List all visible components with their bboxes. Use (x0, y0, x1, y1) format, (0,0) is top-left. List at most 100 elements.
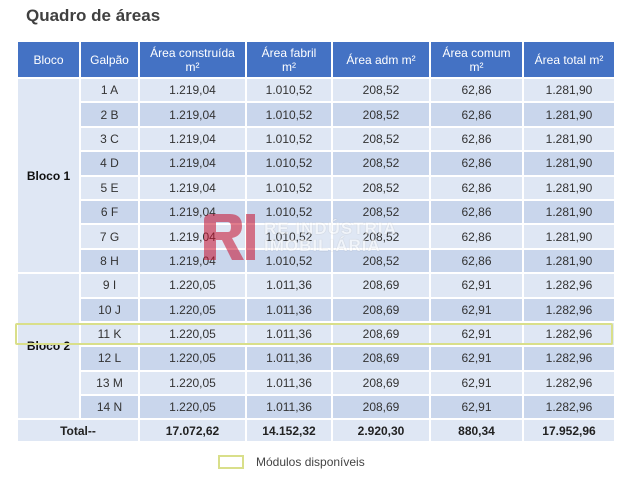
area-cell: 62,91 (431, 298, 522, 321)
galpao-cell: 7 G (81, 225, 138, 248)
header-area-total: Área total m² (524, 42, 614, 77)
area-cell: 208,69 (333, 298, 429, 321)
area-cell: 208,69 (333, 347, 429, 370)
header-area-comum: Área comum m² (431, 42, 522, 77)
area-cell: 208,52 (333, 200, 429, 224)
area-cell: 62,86 (431, 127, 522, 151)
areas-table: Bloco Galpão Área construída m² Área fabr… (16, 40, 616, 443)
area-cell: 62,86 (431, 225, 522, 248)
table-row: 11 K 1.220,05 1.011,36 208,69 62,91 1.282,96 (18, 322, 614, 346)
area-cell: 208,52 (333, 127, 429, 151)
galpao-cell: 13 M (81, 371, 138, 395)
area-cell: 1.281,90 (524, 225, 614, 248)
area-cell: 208,52 (333, 103, 429, 126)
area-cell: 1.010,52 (247, 200, 331, 224)
area-cell: 1.282,96 (524, 371, 614, 395)
page-title: Quadro de áreas (26, 6, 161, 25)
area-cell: 1.220,05 (140, 347, 245, 370)
table-row: 10 J 1.220,05 1.011,36 208,69 62,91 1.282,96 (18, 298, 614, 321)
table-row: 6 F 1.219,04 1.010,52 208,52 62,86 1.281,90 (18, 200, 614, 224)
area-cell: 208,69 (333, 396, 429, 419)
area-cell: 1.281,90 (524, 79, 614, 102)
area-cell: 62,86 (431, 176, 522, 199)
area-cell: 1.219,04 (140, 152, 245, 175)
area-cell: 1.010,52 (247, 225, 331, 248)
area-cell: 208,69 (333, 322, 429, 346)
area-cell: 1.220,05 (140, 322, 245, 346)
area-cell: 62,91 (431, 322, 522, 346)
galpao-cell: 10 J (81, 298, 138, 321)
area-cell: 1.011,36 (247, 347, 331, 370)
area-cell: 1.282,96 (524, 322, 614, 346)
area-cell: 1.220,05 (140, 274, 245, 297)
area-cell: 62,86 (431, 200, 522, 224)
area-cell: 1.219,04 (140, 103, 245, 126)
area-cell: 1.010,52 (247, 176, 331, 199)
table-row: 3 C 1.219,04 1.010,52 208,52 62,86 1.281,90 (18, 127, 614, 151)
total-row: Total-- 17.072,62 14.152,32 2.920,30 880… (18, 420, 614, 442)
total-label: Total-- (18, 420, 138, 442)
area-cell: 208,52 (333, 249, 429, 273)
galpao-cell: 11 K (81, 322, 138, 346)
table-row: 8 H 1.219,04 1.010,52 208,52 62,86 1.281,90 (18, 249, 614, 273)
area-cell: 1.281,90 (524, 152, 614, 175)
area-cell: 62,91 (431, 396, 522, 419)
area-cell: 1.011,36 (247, 322, 331, 346)
galpao-cell: 5 E (81, 176, 138, 199)
header-galpao: Galpão (81, 42, 138, 77)
area-cell: 1.010,52 (247, 249, 331, 273)
legend-swatch (218, 455, 244, 469)
area-cell: 1.281,90 (524, 127, 614, 151)
area-cell: 1.010,52 (247, 103, 331, 126)
galpao-cell: 8 H (81, 249, 138, 273)
legend: Módulos disponíveis (218, 455, 365, 469)
area-cell: 1.282,96 (524, 396, 614, 419)
bloco-cell: Bloco 1 (18, 79, 79, 273)
header-bloco: Bloco (18, 42, 79, 77)
header-area-adm: Área adm m² (333, 42, 429, 77)
bloco-cell: Bloco 2 (18, 274, 79, 419)
area-cell: 1.281,90 (524, 200, 614, 224)
header-area-construida: Área construída m² (140, 42, 245, 77)
table-row: 14 N 1.220,05 1.011,36 208,69 62,91 1.282,96 (18, 396, 614, 419)
area-cell: 208,52 (333, 152, 429, 175)
area-cell: 208,52 (333, 176, 429, 199)
area-cell: 1.219,04 (140, 127, 245, 151)
area-cell: 1.281,90 (524, 176, 614, 199)
galpao-cell: 9 I (81, 274, 138, 297)
table-row: 5 E 1.219,04 1.010,52 208,52 62,86 1.281,90 (18, 176, 614, 199)
area-cell: 1.219,04 (140, 200, 245, 224)
area-cell: 208,52 (333, 225, 429, 248)
area-cell: 1.011,36 (247, 396, 331, 419)
area-cell: 62,86 (431, 103, 522, 126)
area-cell: 1.011,36 (247, 371, 331, 395)
galpao-cell: 2 B (81, 103, 138, 126)
galpao-cell: 12 L (81, 347, 138, 370)
area-cell: 1.219,04 (140, 225, 245, 248)
area-cell: 62,86 (431, 249, 522, 273)
total-cell: 880,34 (431, 420, 522, 442)
galpao-cell: 4 D (81, 152, 138, 175)
area-cell: 62,86 (431, 152, 522, 175)
galpao-cell: 1 A (81, 79, 138, 102)
area-cell: 1.011,36 (247, 274, 331, 297)
area-cell: 62,86 (431, 79, 522, 102)
area-cell: 208,69 (333, 274, 429, 297)
galpao-cell: 3 C (81, 127, 138, 151)
table-row: 12 L 1.220,05 1.011,36 208,69 62,91 1.282,96 (18, 347, 614, 370)
table-row: 7 G 1.219,04 1.010,52 208,52 62,86 1.281,90 (18, 225, 614, 248)
area-cell: 1.220,05 (140, 396, 245, 419)
legend-label: Módulos disponíveis (256, 455, 365, 469)
area-cell: 62,91 (431, 347, 522, 370)
area-cell: 1.010,52 (247, 79, 331, 102)
area-cell: 1.010,52 (247, 152, 331, 175)
total-cell: 17.072,62 (140, 420, 245, 442)
area-cell: 1.220,05 (140, 371, 245, 395)
area-cell: 1.281,90 (524, 103, 614, 126)
header-row: Bloco Galpão Área construída m² Área fabr… (18, 42, 614, 77)
total-cell: 14.152,32 (247, 420, 331, 442)
total-cell: 17.952,96 (524, 420, 614, 442)
area-cell: 1.281,90 (524, 249, 614, 273)
table-row: 4 D 1.219,04 1.010,52 208,52 62,86 1.281,90 (18, 152, 614, 175)
